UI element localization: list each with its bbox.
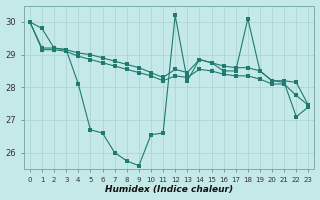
X-axis label: Humidex (Indice chaleur): Humidex (Indice chaleur) <box>105 185 233 194</box>
